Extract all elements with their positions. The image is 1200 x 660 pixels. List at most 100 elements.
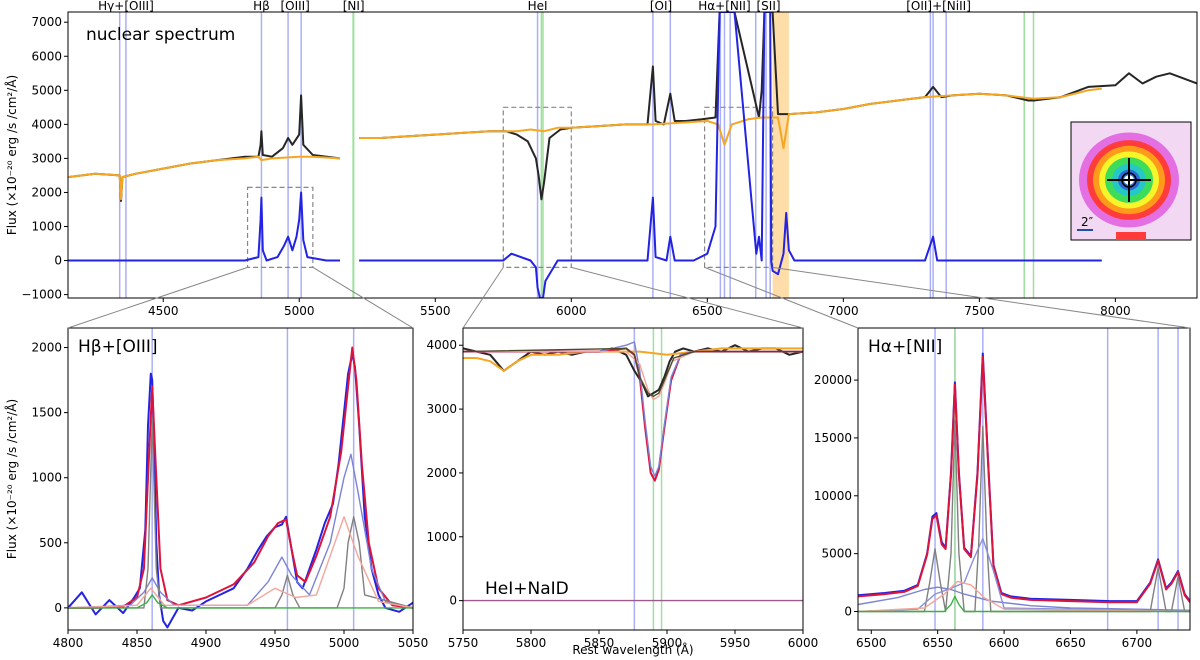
y-tick-label: 0 bbox=[449, 594, 457, 608]
y-tick-label: 0 bbox=[54, 254, 62, 268]
axes-frame bbox=[462, 327, 804, 631]
panel-title: Hα+[NII] bbox=[868, 337, 942, 357]
x-tick-label: 5000 bbox=[329, 636, 360, 650]
panel-bottom-right: 6500 6550 6600 6650 6700 0 5000 10000 15000 20000… bbox=[814, 327, 1191, 650]
y-tick-label: 1000 bbox=[31, 471, 62, 485]
zoom-connector bbox=[571, 266, 804, 329]
x-tick-label: 7000 bbox=[828, 304, 859, 318]
series-narrow-ha-wing bbox=[858, 595, 1190, 613]
panel-top: 4500 5000 5500 6000 6500 7000 7500 8000 −1000 0 10… bbox=[4, 0, 1198, 318]
axes-frame bbox=[67, 11, 1198, 299]
x-tick-label: 5500 bbox=[420, 304, 451, 318]
series-data bbox=[68, 353, 413, 629]
panel-bottom-left: 4800 4850 4900 4950 5000 5050 0 500 1000 1500 2000… bbox=[4, 327, 429, 650]
x-tick-label: 6000 bbox=[788, 636, 819, 650]
y-tick-label: 2000 bbox=[31, 185, 62, 199]
series-broad-component bbox=[68, 453, 413, 609]
zoom-box bbox=[703, 106, 774, 268]
y-tick-label: 15000 bbox=[814, 431, 852, 445]
series-hei-emission bbox=[463, 347, 803, 397]
y-tick-label: 2000 bbox=[426, 466, 457, 480]
zoom-box bbox=[502, 106, 572, 268]
y-tick-label: 1500 bbox=[31, 406, 62, 420]
y-tick-label: 0 bbox=[54, 601, 62, 615]
x-tick-label: 7500 bbox=[964, 304, 995, 318]
y-tick-label: 4000 bbox=[426, 338, 457, 352]
series-data bbox=[858, 352, 1190, 603]
y-tick-label: 3000 bbox=[31, 151, 62, 165]
x-tick-label: 4900 bbox=[191, 636, 222, 650]
x-tick-label: 6650 bbox=[1055, 636, 1086, 650]
x-tick-label: 6000 bbox=[556, 304, 587, 318]
panel-title: nuclear spectrum bbox=[86, 25, 235, 45]
y-tick-label: 1000 bbox=[426, 530, 457, 544]
x-tick-label: 4800 bbox=[53, 636, 84, 650]
x-tick-label: 5900 bbox=[652, 636, 683, 650]
x-tick-label: 6700 bbox=[1122, 636, 1153, 650]
series-narrow-components bbox=[858, 419, 1190, 613]
series-narrow-hb-wing bbox=[68, 594, 413, 609]
x-tick-label: 6500 bbox=[856, 636, 887, 650]
inset-scale-label: 2″ bbox=[1081, 215, 1094, 229]
x-tick-label: 5850 bbox=[584, 636, 615, 650]
series-total-model bbox=[68, 346, 413, 609]
x-tick-label: 5800 bbox=[516, 636, 547, 650]
y-tick-label: 6000 bbox=[31, 49, 62, 63]
axes-frame bbox=[67, 327, 414, 631]
emission-line-label: [OI] bbox=[650, 0, 672, 13]
series-intermediate-components bbox=[858, 537, 1190, 613]
zoom-connector bbox=[462, 267, 504, 329]
series-outflow-component bbox=[68, 516, 413, 609]
plot-area bbox=[858, 328, 1190, 630]
series-emission-line-residual bbox=[359, 12, 1102, 298]
panel-title: Hβ+[OIII] bbox=[78, 337, 158, 357]
x-tick-label: 4950 bbox=[260, 636, 291, 650]
x-tick-label: 5950 bbox=[720, 636, 751, 650]
inset-edge bbox=[1116, 232, 1146, 240]
series-observed bbox=[359, 12, 1197, 201]
zoom-box bbox=[246, 186, 314, 268]
plot-area bbox=[68, 328, 413, 630]
y-tick-label: 7000 bbox=[31, 15, 62, 29]
emission-line-label: Hβ bbox=[253, 0, 270, 13]
zoom-connector bbox=[704, 266, 859, 329]
emission-line-label: [OII]+[NiII] bbox=[906, 0, 971, 13]
inset-image: 2″ bbox=[1070, 121, 1192, 241]
y-axis-label: Flux (×10⁻²⁰ erg /s /cm²/Å) bbox=[4, 399, 19, 559]
x-tick-label: 5000 bbox=[284, 304, 315, 318]
y-axis-label: Flux (×10⁻²⁰ erg /s /cm²/Å) bbox=[4, 75, 19, 235]
x-tick-label: 8000 bbox=[1100, 304, 1131, 318]
y-tick-label: −1000 bbox=[21, 288, 62, 302]
y-tick-label: 20000 bbox=[814, 373, 852, 387]
x-tick-label: 6600 bbox=[989, 636, 1020, 650]
emission-line-label: [SII] bbox=[756, 0, 780, 13]
series-broad-absorption bbox=[463, 341, 803, 477]
series-emission-line-residual bbox=[68, 191, 340, 262]
series-broad-ha bbox=[858, 586, 1190, 611]
plot-area bbox=[68, 12, 1197, 298]
series-outflow-component bbox=[858, 580, 1190, 613]
series-continuum-model bbox=[359, 87, 1102, 150]
plot-area bbox=[463, 328, 803, 630]
y-tick-label: 2000 bbox=[31, 341, 62, 355]
panel-bottom-center: 5750 5800 5850 5900 5950 6000 0 1000 2000 3000 400… bbox=[426, 327, 819, 657]
x-tick-label: 5050 bbox=[398, 636, 429, 650]
y-tick-label: 5000 bbox=[821, 547, 852, 561]
emission-line-label: Hγ+[OIII] bbox=[98, 0, 154, 13]
x-tick-label: 4500 bbox=[148, 304, 179, 318]
x-tick-label: 5750 bbox=[448, 636, 479, 650]
panel-title: HeI+NaID bbox=[485, 579, 569, 599]
emission-line-label: HeI bbox=[528, 0, 548, 13]
series-narrow-component bbox=[68, 418, 413, 609]
y-tick-label: 5000 bbox=[31, 83, 62, 97]
series-observed bbox=[68, 94, 341, 202]
x-tick-label: 4850 bbox=[122, 636, 153, 650]
zoom-connector bbox=[67, 266, 248, 329]
y-tick-label: 10000 bbox=[814, 489, 852, 503]
x-axis-label: Rest wavelength (Å) bbox=[572, 642, 693, 657]
emission-line-label: [NI] bbox=[343, 0, 365, 13]
x-tick-label: 6550 bbox=[922, 636, 953, 650]
series-continuum-model bbox=[68, 155, 341, 201]
y-tick-label: 1000 bbox=[31, 220, 62, 234]
